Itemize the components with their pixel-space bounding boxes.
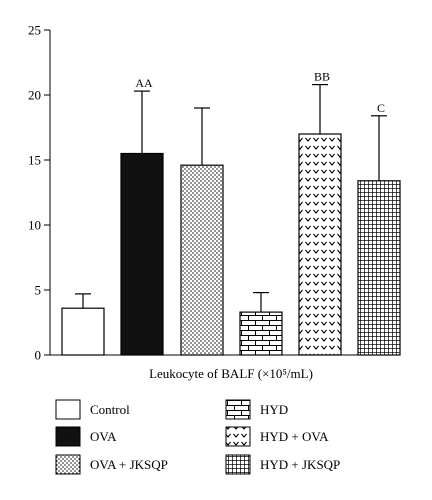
y-tick-label: 0: [35, 348, 42, 363]
legend-swatch: [225, 399, 251, 420]
legend-swatch: [55, 454, 81, 475]
bar: [120, 152, 164, 356]
legend-label: HYD + JKSQP: [260, 457, 340, 472]
bar: [180, 164, 224, 356]
bar: [239, 311, 283, 356]
legend-label: OVA: [90, 429, 117, 444]
legend-label: HYD: [260, 402, 288, 417]
bar: [61, 307, 105, 356]
bar: [357, 180, 401, 356]
y-tick-label: 20: [28, 88, 41, 103]
data-label: BB: [314, 70, 330, 84]
y-tick-label: 10: [28, 218, 41, 233]
bar: [298, 133, 342, 356]
data-label: C: [377, 101, 385, 115]
legend-label: Control: [90, 402, 130, 417]
data-label: AA: [135, 76, 153, 90]
legend-label: HYD + OVA: [260, 429, 329, 444]
legend-swatch: [55, 399, 81, 420]
y-tick-label: 5: [35, 283, 42, 298]
axes: 0 5 10 15 20 25: [28, 23, 400, 363]
y-tick-label: 15: [28, 153, 41, 168]
bars: AA BB C: [61, 70, 401, 356]
x-axis-label: Leukocyte of BALF (×10⁵/mL): [149, 366, 313, 381]
legend-swatch: [55, 426, 81, 447]
legend: Control OVA OVA + JKSQP HYD HYD + OVA HYD + J…: [55, 399, 340, 475]
legend-swatch: [225, 454, 251, 475]
y-tick-label: 25: [28, 23, 41, 38]
legend-label: OVA + JKSQP: [90, 457, 168, 472]
legend-swatch: [225, 426, 251, 447]
